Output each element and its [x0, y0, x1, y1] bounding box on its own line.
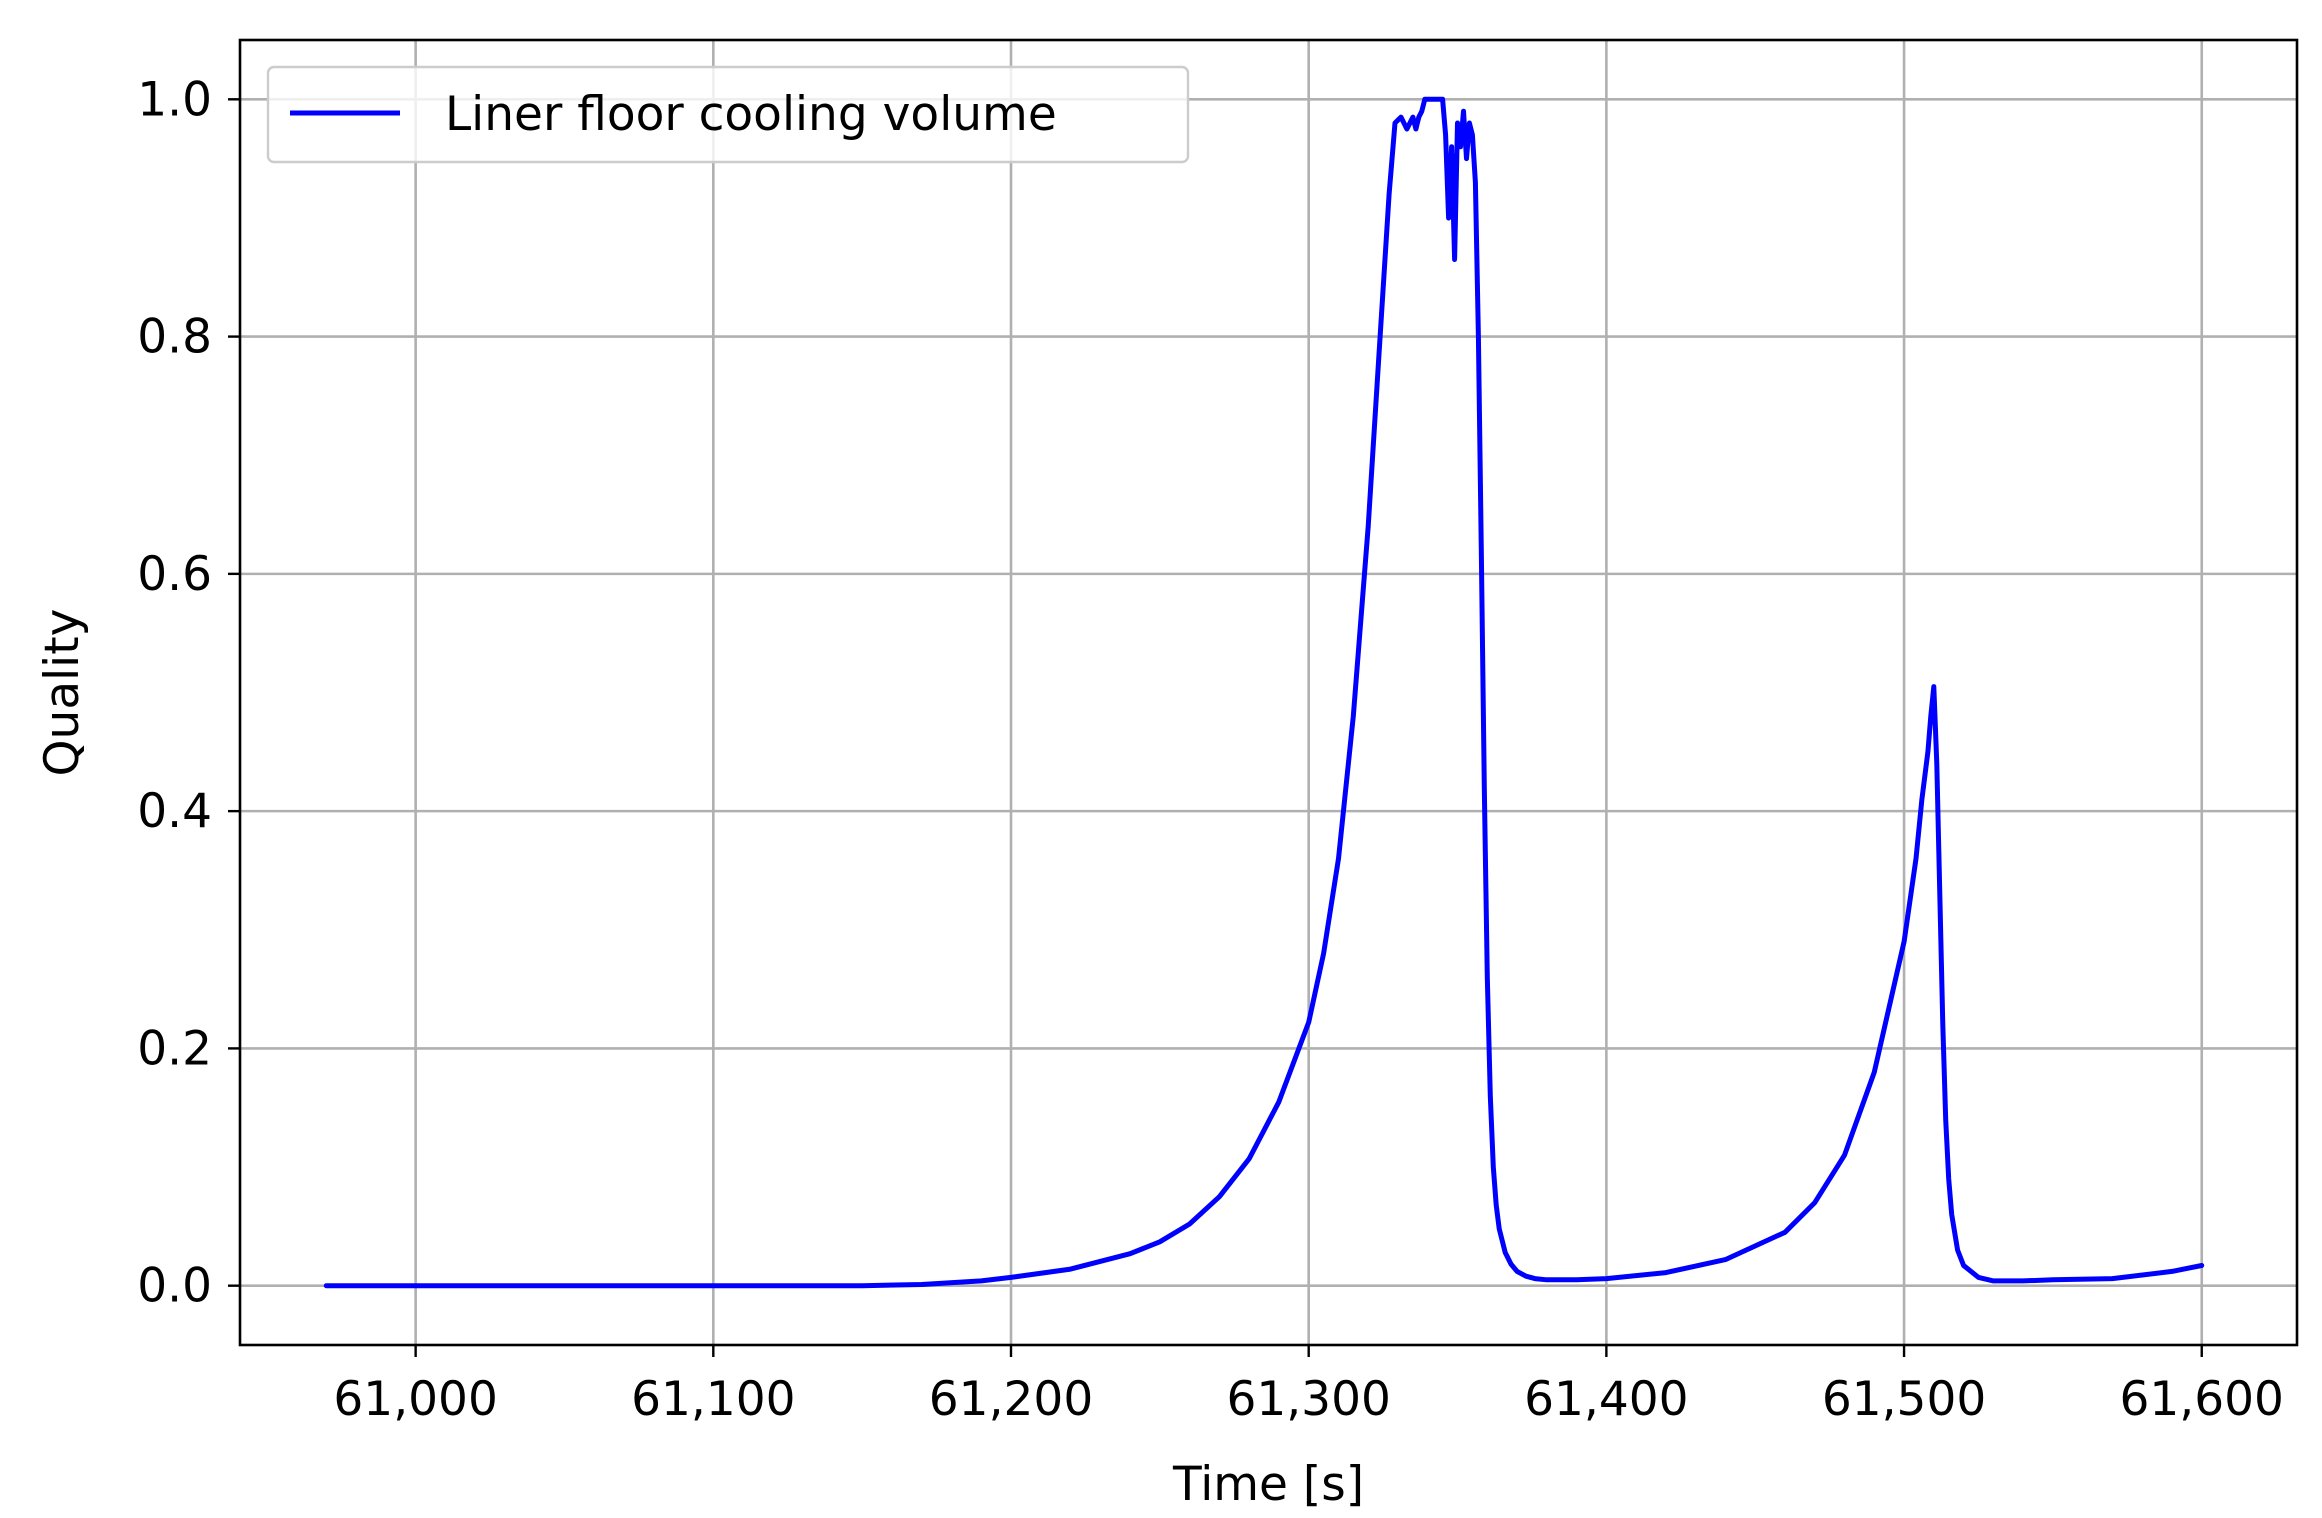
legend-box [266, 65, 1190, 164]
y-tick-label: 0.8 [137, 310, 212, 365]
ticks: 61,000 61,100 61,200 61,300 61,400 61,500 61,6… [137, 72, 2284, 1427]
series-line [323, 96, 2205, 1289]
x-tick-label: 61,600 [2120, 1372, 2284, 1427]
legend: Liner floor cooling volume [266, 65, 1190, 164]
y-tick-label: 0.4 [137, 784, 212, 839]
x-tick-label: 61,100 [631, 1372, 795, 1427]
y-tick-label: 0.0 [137, 1259, 212, 1314]
plot-frame [238, 38, 2299, 1347]
x-tick-label: 61,200 [929, 1372, 1093, 1427]
y-tick-label: 0.2 [137, 1021, 212, 1076]
legend-label: Liner floor cooling volume [445, 87, 1057, 142]
x-tick-label: 61,000 [333, 1372, 497, 1427]
x-axis-title: Time [s] [1172, 1457, 1364, 1512]
y-tick-label: 1.0 [137, 72, 212, 127]
y-tick-label: 0.6 [137, 547, 212, 602]
x-tick-label: 61,300 [1226, 1372, 1390, 1427]
x-tick-label: 61,400 [1524, 1372, 1688, 1427]
grid [240, 40, 2297, 1345]
y-axis-title: Quality [35, 609, 90, 777]
series-layer [323, 96, 2205, 1289]
x-tick-label: 61,500 [1822, 1372, 1986, 1427]
